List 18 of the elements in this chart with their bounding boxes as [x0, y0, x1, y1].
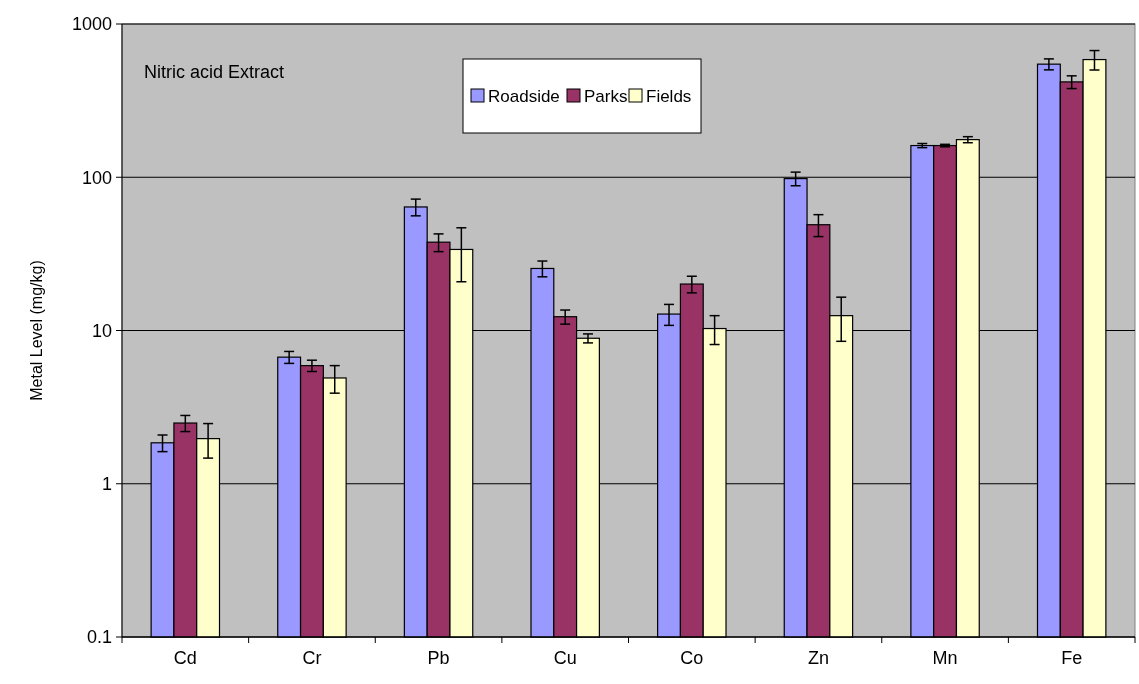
x-tick-label: Cr — [302, 648, 322, 668]
x-tick-label: Cd — [173, 648, 197, 668]
x-tick-label: Fe — [1061, 648, 1083, 668]
annotation: Nitric acid Extract — [144, 62, 285, 82]
legend-label: Parks — [584, 86, 628, 106]
legend-label: Roadside — [488, 86, 560, 106]
x-tick-label: Pb — [427, 648, 450, 668]
legend-label: Fields — [646, 86, 692, 106]
x-tick-label: Co — [680, 648, 704, 668]
y-axis-title: Metal Level (mg/kg) — [28, 260, 45, 401]
y-tick-label: 100 — [81, 167, 112, 188]
x-tick-label: Mn — [932, 648, 958, 668]
y-tick-label: 1 — [101, 474, 112, 495]
x-tick-label: Zn — [807, 648, 829, 668]
y-tick-label: 10 — [91, 320, 112, 341]
y-tick-label: 0.1 — [86, 627, 112, 648]
y-tick-label: 1000 — [71, 14, 112, 35]
x-tick-label: Cu — [553, 648, 577, 668]
